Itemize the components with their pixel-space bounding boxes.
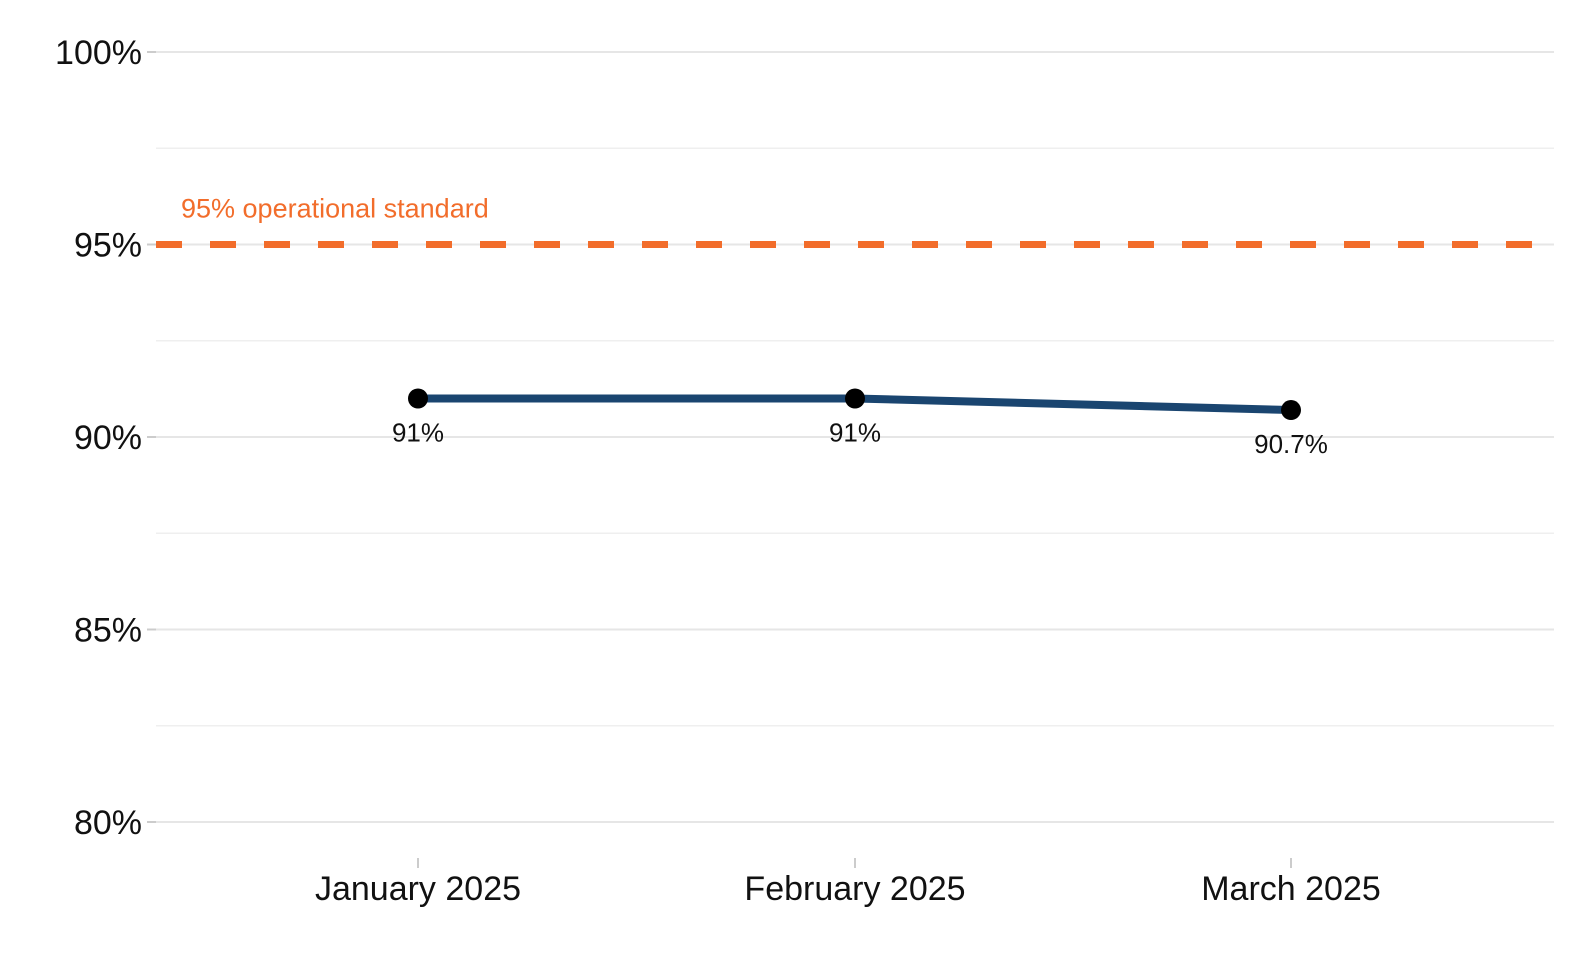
minor-gridlines — [156, 147, 1554, 727]
y-tick-label: 90% — [74, 419, 142, 457]
data-point — [1281, 400, 1301, 421]
data-label: 91% — [392, 418, 444, 448]
y-tick-label: 80% — [74, 804, 142, 842]
data-point — [408, 388, 428, 409]
x-tick-label: January 2025 — [315, 870, 521, 908]
x-tick-label: March 2025 — [1201, 870, 1381, 908]
y-axis: 80% 85% 90% 95% 100% — [55, 34, 156, 842]
data-label: 91% — [829, 418, 881, 448]
reference-line-group: 95% operational standard — [156, 194, 1554, 248]
x-tick-label: February 2025 — [744, 870, 965, 908]
reference-line-label: 95% operational standard — [181, 194, 489, 224]
major-gridlines — [156, 51, 1554, 823]
y-tick-label: 95% — [74, 227, 142, 265]
y-tick-label: 85% — [74, 612, 142, 650]
data-labels-group: 91% 91% 90.7% — [392, 418, 1328, 460]
x-axis: January 2025 February 2025 March 2025 — [315, 858, 1381, 908]
series-group — [408, 388, 1301, 421]
data-point — [845, 388, 865, 409]
data-label: 90.7% — [1254, 429, 1328, 459]
y-tick-label: 100% — [55, 34, 142, 72]
